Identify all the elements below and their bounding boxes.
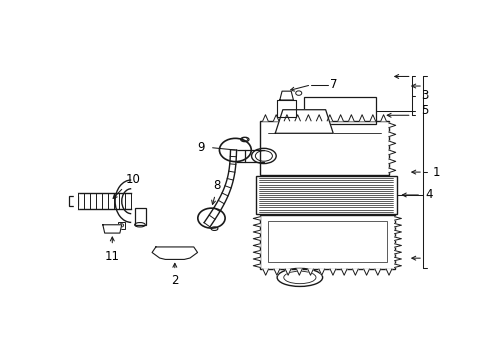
Polygon shape [394,230,401,234]
Polygon shape [316,115,321,121]
Polygon shape [275,110,332,133]
Polygon shape [388,159,395,163]
Polygon shape [388,123,395,127]
Polygon shape [152,247,197,260]
Polygon shape [386,269,391,275]
Polygon shape [294,115,300,121]
Polygon shape [253,251,260,254]
Polygon shape [359,115,364,121]
Polygon shape [253,244,260,247]
Polygon shape [296,269,302,275]
Polygon shape [263,269,268,275]
Text: 1: 1 [432,166,439,179]
Polygon shape [394,251,401,254]
Polygon shape [274,269,279,275]
Polygon shape [394,237,401,240]
Text: 4: 4 [424,189,431,202]
Polygon shape [284,115,289,121]
Polygon shape [341,269,346,275]
Polygon shape [394,264,401,267]
Polygon shape [305,115,310,121]
Polygon shape [318,269,324,275]
Polygon shape [277,100,296,117]
Polygon shape [380,115,386,121]
Polygon shape [388,168,395,172]
Polygon shape [394,217,401,220]
Polygon shape [253,217,260,220]
Polygon shape [253,237,260,240]
Polygon shape [307,269,313,275]
Text: 7: 7 [329,78,337,91]
Polygon shape [203,150,236,227]
Text: 8: 8 [213,179,221,192]
Polygon shape [253,257,260,261]
Text: 6: 6 [320,115,327,128]
Polygon shape [329,269,335,275]
Polygon shape [262,115,267,121]
Polygon shape [253,264,260,267]
Polygon shape [337,115,343,121]
Polygon shape [363,269,368,275]
Polygon shape [74,193,78,209]
Polygon shape [352,269,357,275]
Polygon shape [374,269,380,275]
Text: 10: 10 [125,173,140,186]
Text: 5: 5 [420,104,427,117]
Polygon shape [388,150,395,154]
Polygon shape [348,115,353,121]
Polygon shape [394,257,401,261]
Polygon shape [253,230,260,234]
Text: 11: 11 [104,250,120,263]
Polygon shape [394,224,401,227]
Polygon shape [369,115,375,121]
Text: 2: 2 [171,274,178,287]
Polygon shape [253,224,260,227]
Polygon shape [102,225,122,233]
Polygon shape [394,244,401,247]
Polygon shape [388,141,395,145]
Text: 3: 3 [420,89,427,102]
Polygon shape [388,132,395,136]
Polygon shape [326,115,332,121]
Polygon shape [273,115,278,121]
Polygon shape [285,269,290,275]
Text: 9: 9 [197,141,204,154]
Polygon shape [279,91,293,100]
